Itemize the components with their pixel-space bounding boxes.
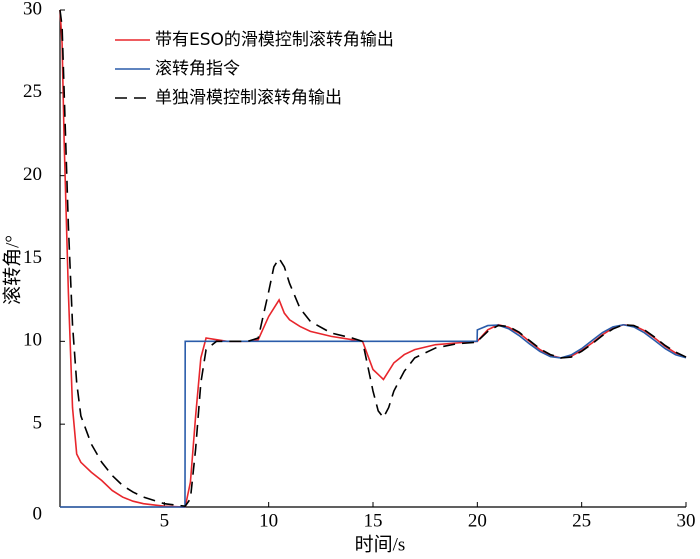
x-tick-label: 20 xyxy=(468,510,487,531)
x-axis-label: 时间/s xyxy=(355,533,406,555)
legend-label: 带有ESO的滑模控制滚转角输出 xyxy=(155,30,394,50)
y-tick-label: 0 xyxy=(33,503,43,524)
legend-label: 单独滑模控制滚转角输出 xyxy=(155,88,342,108)
y-axis-label: 滚转角/° xyxy=(1,235,23,305)
legend-label: 滚转角指令 xyxy=(155,59,240,79)
series-line xyxy=(59,9,687,508)
y-tick-label: 20 xyxy=(23,164,42,185)
x-tick-label: 5 xyxy=(160,510,170,531)
x-tick-label: 10 xyxy=(259,510,278,531)
x-tick-label: 15 xyxy=(364,510,383,531)
y-tick-label: 30 xyxy=(23,0,42,19)
series-line xyxy=(59,9,687,507)
x-tick-label: 25 xyxy=(572,510,591,531)
y-tick-label: 15 xyxy=(23,247,42,268)
x-tick-label: 30 xyxy=(677,510,696,531)
series-line xyxy=(60,323,687,508)
y-tick-label: 25 xyxy=(23,81,42,102)
y-tick-label: 5 xyxy=(33,413,43,434)
y-tick-label: 10 xyxy=(23,330,42,351)
